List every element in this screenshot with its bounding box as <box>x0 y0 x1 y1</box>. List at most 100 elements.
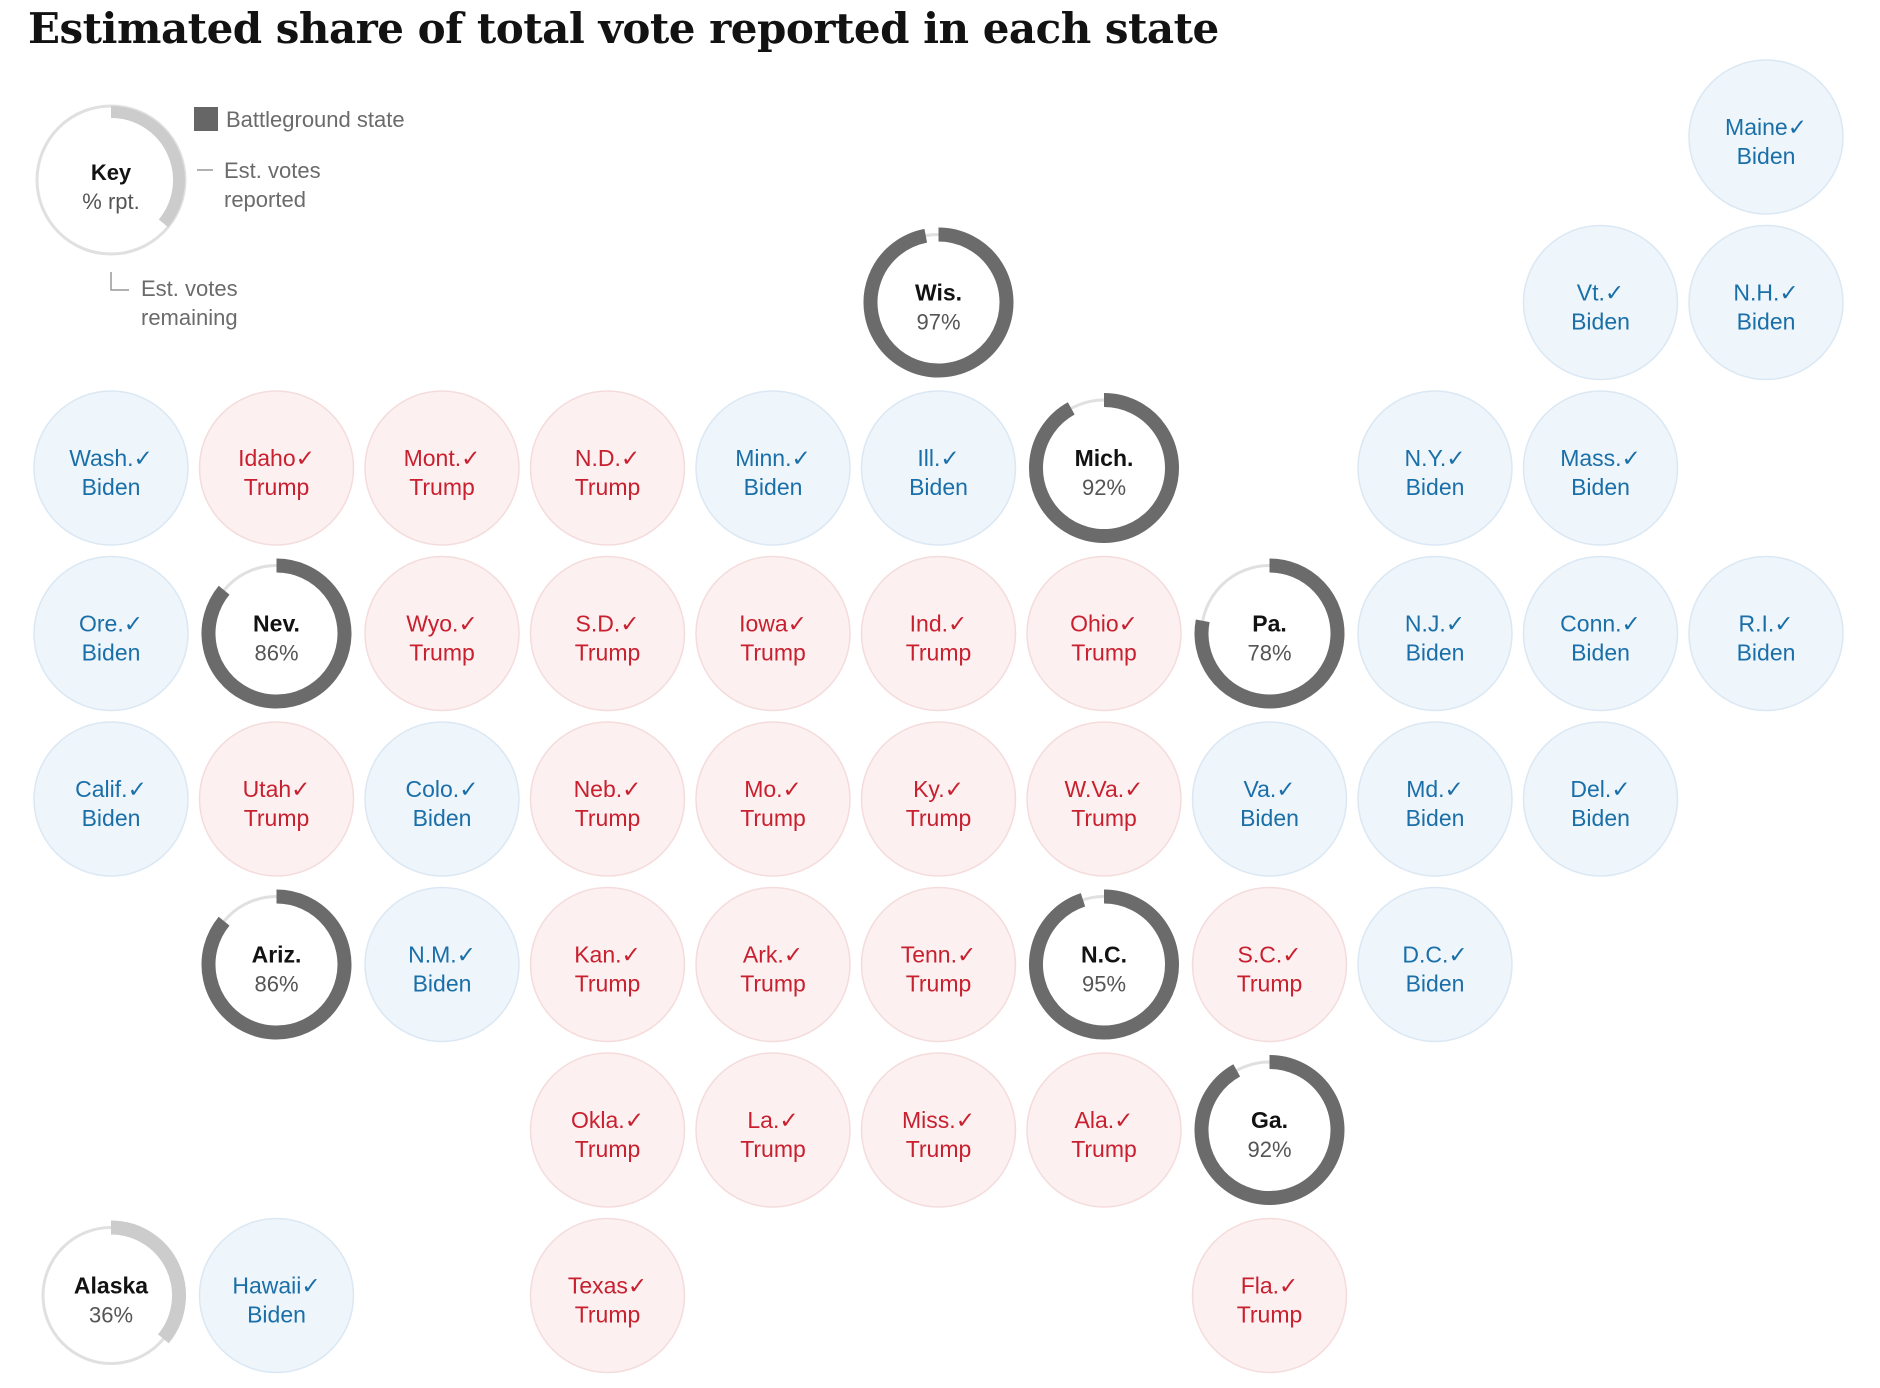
state-circle <box>1357 555 1513 712</box>
winner-label: Trump <box>906 971 972 997</box>
called-check-icon: ✓ <box>1774 611 1793 637</box>
called-check-icon: ✓ <box>1282 942 1301 968</box>
state-label-line: Tenn.✓ <box>901 942 977 968</box>
state-tile-mich: Mich. 92% <box>1029 393 1179 543</box>
state-label: Ohio <box>1070 611 1119 637</box>
winner-label: Biden <box>1571 805 1630 831</box>
state-circle <box>198 1217 355 1374</box>
state-label-line: Hawaii✓ <box>232 1273 320 1299</box>
state-circle <box>1026 555 1182 712</box>
called-check-icon: ✓ <box>1611 776 1630 802</box>
state-tile-wash: Wash.✓ Biden <box>33 390 189 546</box>
winner-label: Trump <box>1071 805 1137 831</box>
state-circle <box>198 390 355 546</box>
state-tile-ind: Ind.✓ Trump <box>860 555 1017 712</box>
state-tile-ala: Ala.✓ Trump <box>1026 1052 1182 1208</box>
state-tile-n-m: N.M.✓ Biden <box>364 886 520 1043</box>
called-check-icon: ✓ <box>1279 1273 1298 1299</box>
state-label: Utah <box>243 776 292 802</box>
state-tile-va: Va.✓ Biden <box>1191 721 1348 877</box>
state-label-line: Ill.✓ <box>917 445 959 471</box>
winner-label: Biden <box>247 1302 306 1328</box>
state-label-line: Iowa✓ <box>739 611 807 637</box>
state-circle <box>1522 721 1679 877</box>
state-label: Ky. <box>913 776 945 802</box>
state-tile-ga: Ga. 92% <box>1194 1055 1345 1205</box>
state-label: Kan. <box>574 942 621 968</box>
called-check-icon: ✓ <box>457 942 476 968</box>
state-label: Hawaii <box>232 1273 301 1299</box>
called-check-icon: ✓ <box>1446 445 1465 471</box>
winner-label: Trump <box>575 640 641 666</box>
legend-remaining-line1: Est. votes <box>141 276 238 301</box>
legend-remaining-line2: remaining <box>141 305 238 330</box>
winner-label: Biden <box>1240 805 1299 831</box>
state-label: Ga. <box>1251 1107 1288 1133</box>
state-circle <box>529 555 686 712</box>
reported-pct: 95% <box>1082 972 1126 997</box>
state-label: Wis. <box>915 280 962 306</box>
called-check-icon: ✓ <box>622 942 641 968</box>
state-label-line: S.C.✓ <box>1237 942 1301 968</box>
state-tile-s-d: S.D.✓ Trump <box>529 555 686 712</box>
state-label: Nev. <box>253 611 300 637</box>
state-label: La. <box>747 1107 779 1133</box>
state-circle <box>1357 721 1513 877</box>
reporting-ring-arc <box>110 1220 186 1344</box>
winner-label: Biden <box>1571 640 1630 666</box>
state-circle <box>695 555 851 712</box>
state-label: Okla. <box>571 1107 625 1133</box>
state-label-line: D.C.✓ <box>1402 942 1467 968</box>
reporting-ring-arc <box>1029 889 1179 1040</box>
state-label-line: Maine✓ <box>1725 114 1807 140</box>
state-label: Va. <box>1243 776 1276 802</box>
state-label-line: Ind.✓ <box>910 611 968 637</box>
called-check-icon: ✓ <box>1119 611 1138 637</box>
called-check-icon: ✓ <box>1779 280 1798 306</box>
state-tile-mont: Mont.✓ Trump <box>364 390 520 546</box>
state-label-line: S.D.✓ <box>575 611 639 637</box>
state-label-line: Mont.✓ <box>404 445 481 471</box>
winner-label: Biden <box>82 474 141 500</box>
state-tile-pa: Pa. 78% <box>1194 558 1345 709</box>
reported-pct: 86% <box>254 972 298 997</box>
state-label-line: Vt.✓ <box>1577 280 1624 306</box>
state-label: Minn. <box>735 445 791 471</box>
state-label: Ind. <box>910 611 948 637</box>
state-label-line: N.J.✓ <box>1405 611 1465 637</box>
reported-pct: 92% <box>1247 1137 1291 1162</box>
state-tile-n-y: N.Y.✓ Biden <box>1357 390 1513 546</box>
state-label-line: N.Y.✓ <box>1404 445 1465 471</box>
state-circle <box>1688 555 1844 712</box>
state-label: Texas <box>568 1273 628 1299</box>
called-check-icon: ✓ <box>620 611 639 637</box>
state-circle <box>860 555 1017 712</box>
winner-label: Biden <box>413 971 472 997</box>
legend-reported-line1: Est. votes <box>224 158 321 183</box>
state-circle <box>1026 1052 1182 1208</box>
state-circle <box>1191 1217 1348 1374</box>
state-tile-n-j: N.J.✓ Biden <box>1357 555 1513 712</box>
state-tile-ill: Ill.✓ Biden <box>860 390 1017 546</box>
state-label-line: Ore.✓ <box>79 611 143 637</box>
state-circle <box>1191 721 1348 877</box>
state-circle <box>695 721 851 877</box>
state-tile-n-c: N.C. 95% <box>1029 889 1179 1040</box>
legend-battleground-label: Battleground state <box>226 107 405 132</box>
state-tile-vt: Vt.✓ Biden <box>1522 224 1679 381</box>
called-check-icon: ✓ <box>945 776 964 802</box>
legend-remaining-label: Est. votes remaining <box>141 274 238 332</box>
called-check-icon: ✓ <box>622 776 641 802</box>
battleground-swatch <box>194 107 218 131</box>
called-check-icon: ✓ <box>1448 942 1467 968</box>
called-check-icon: ✓ <box>134 445 153 471</box>
winner-label: Trump <box>740 640 806 666</box>
winner-label: Biden <box>82 640 141 666</box>
state-label: Alaska <box>74 1273 148 1299</box>
state-circle <box>1191 886 1348 1043</box>
state-circle <box>33 721 189 877</box>
state-circle <box>1522 390 1679 546</box>
state-label-line: Ky.✓ <box>913 776 964 802</box>
winner-label: Trump <box>740 805 806 831</box>
